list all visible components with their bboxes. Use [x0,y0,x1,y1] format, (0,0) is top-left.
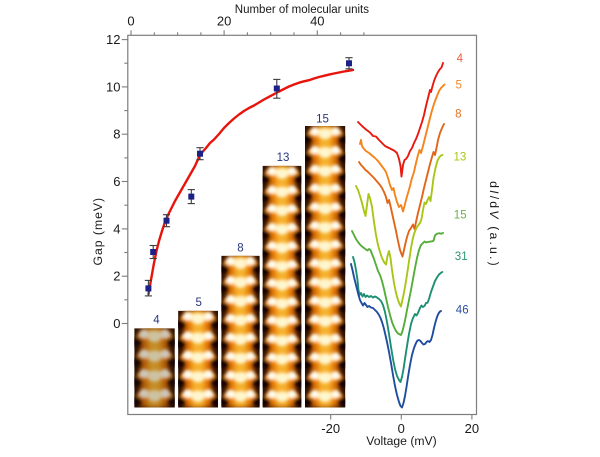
svg-text:12: 12 [106,32,120,47]
svg-text:13: 13 [454,151,467,163]
svg-text:2: 2 [113,269,120,284]
svg-text:6: 6 [113,174,120,189]
svg-text:0: 0 [127,13,134,28]
svg-text:4: 4 [457,53,464,65]
svg-text:8: 8 [113,127,120,142]
svg-text:8: 8 [237,243,243,255]
svg-text:Number of molecular units: Number of molecular units [235,4,369,16]
svg-text:-20: -20 [321,421,340,436]
svg-text:10: 10 [106,79,120,94]
svg-text:20: 20 [465,421,479,436]
svg-text:0: 0 [113,316,120,331]
svg-text:13: 13 [277,152,290,164]
svg-text:5: 5 [455,80,461,92]
svg-text:Gap (meV): Gap (meV) [91,197,105,266]
svg-text:0: 0 [398,421,405,436]
svg-text:20: 20 [217,13,231,28]
svg-text:31: 31 [455,251,468,263]
svg-text:40: 40 [310,13,324,28]
svg-text:4: 4 [113,221,120,236]
svg-text:15: 15 [454,209,467,221]
svg-text:dI/dV (a.u.): dI/dV (a.u.) [487,181,501,268]
svg-text:Voltage (mV): Voltage (mV) [366,434,436,448]
svg-text:4: 4 [153,315,160,327]
svg-text:15: 15 [316,114,329,126]
svg-text:8: 8 [455,108,461,120]
svg-text:5: 5 [195,297,201,309]
svg-text:46: 46 [456,305,469,317]
